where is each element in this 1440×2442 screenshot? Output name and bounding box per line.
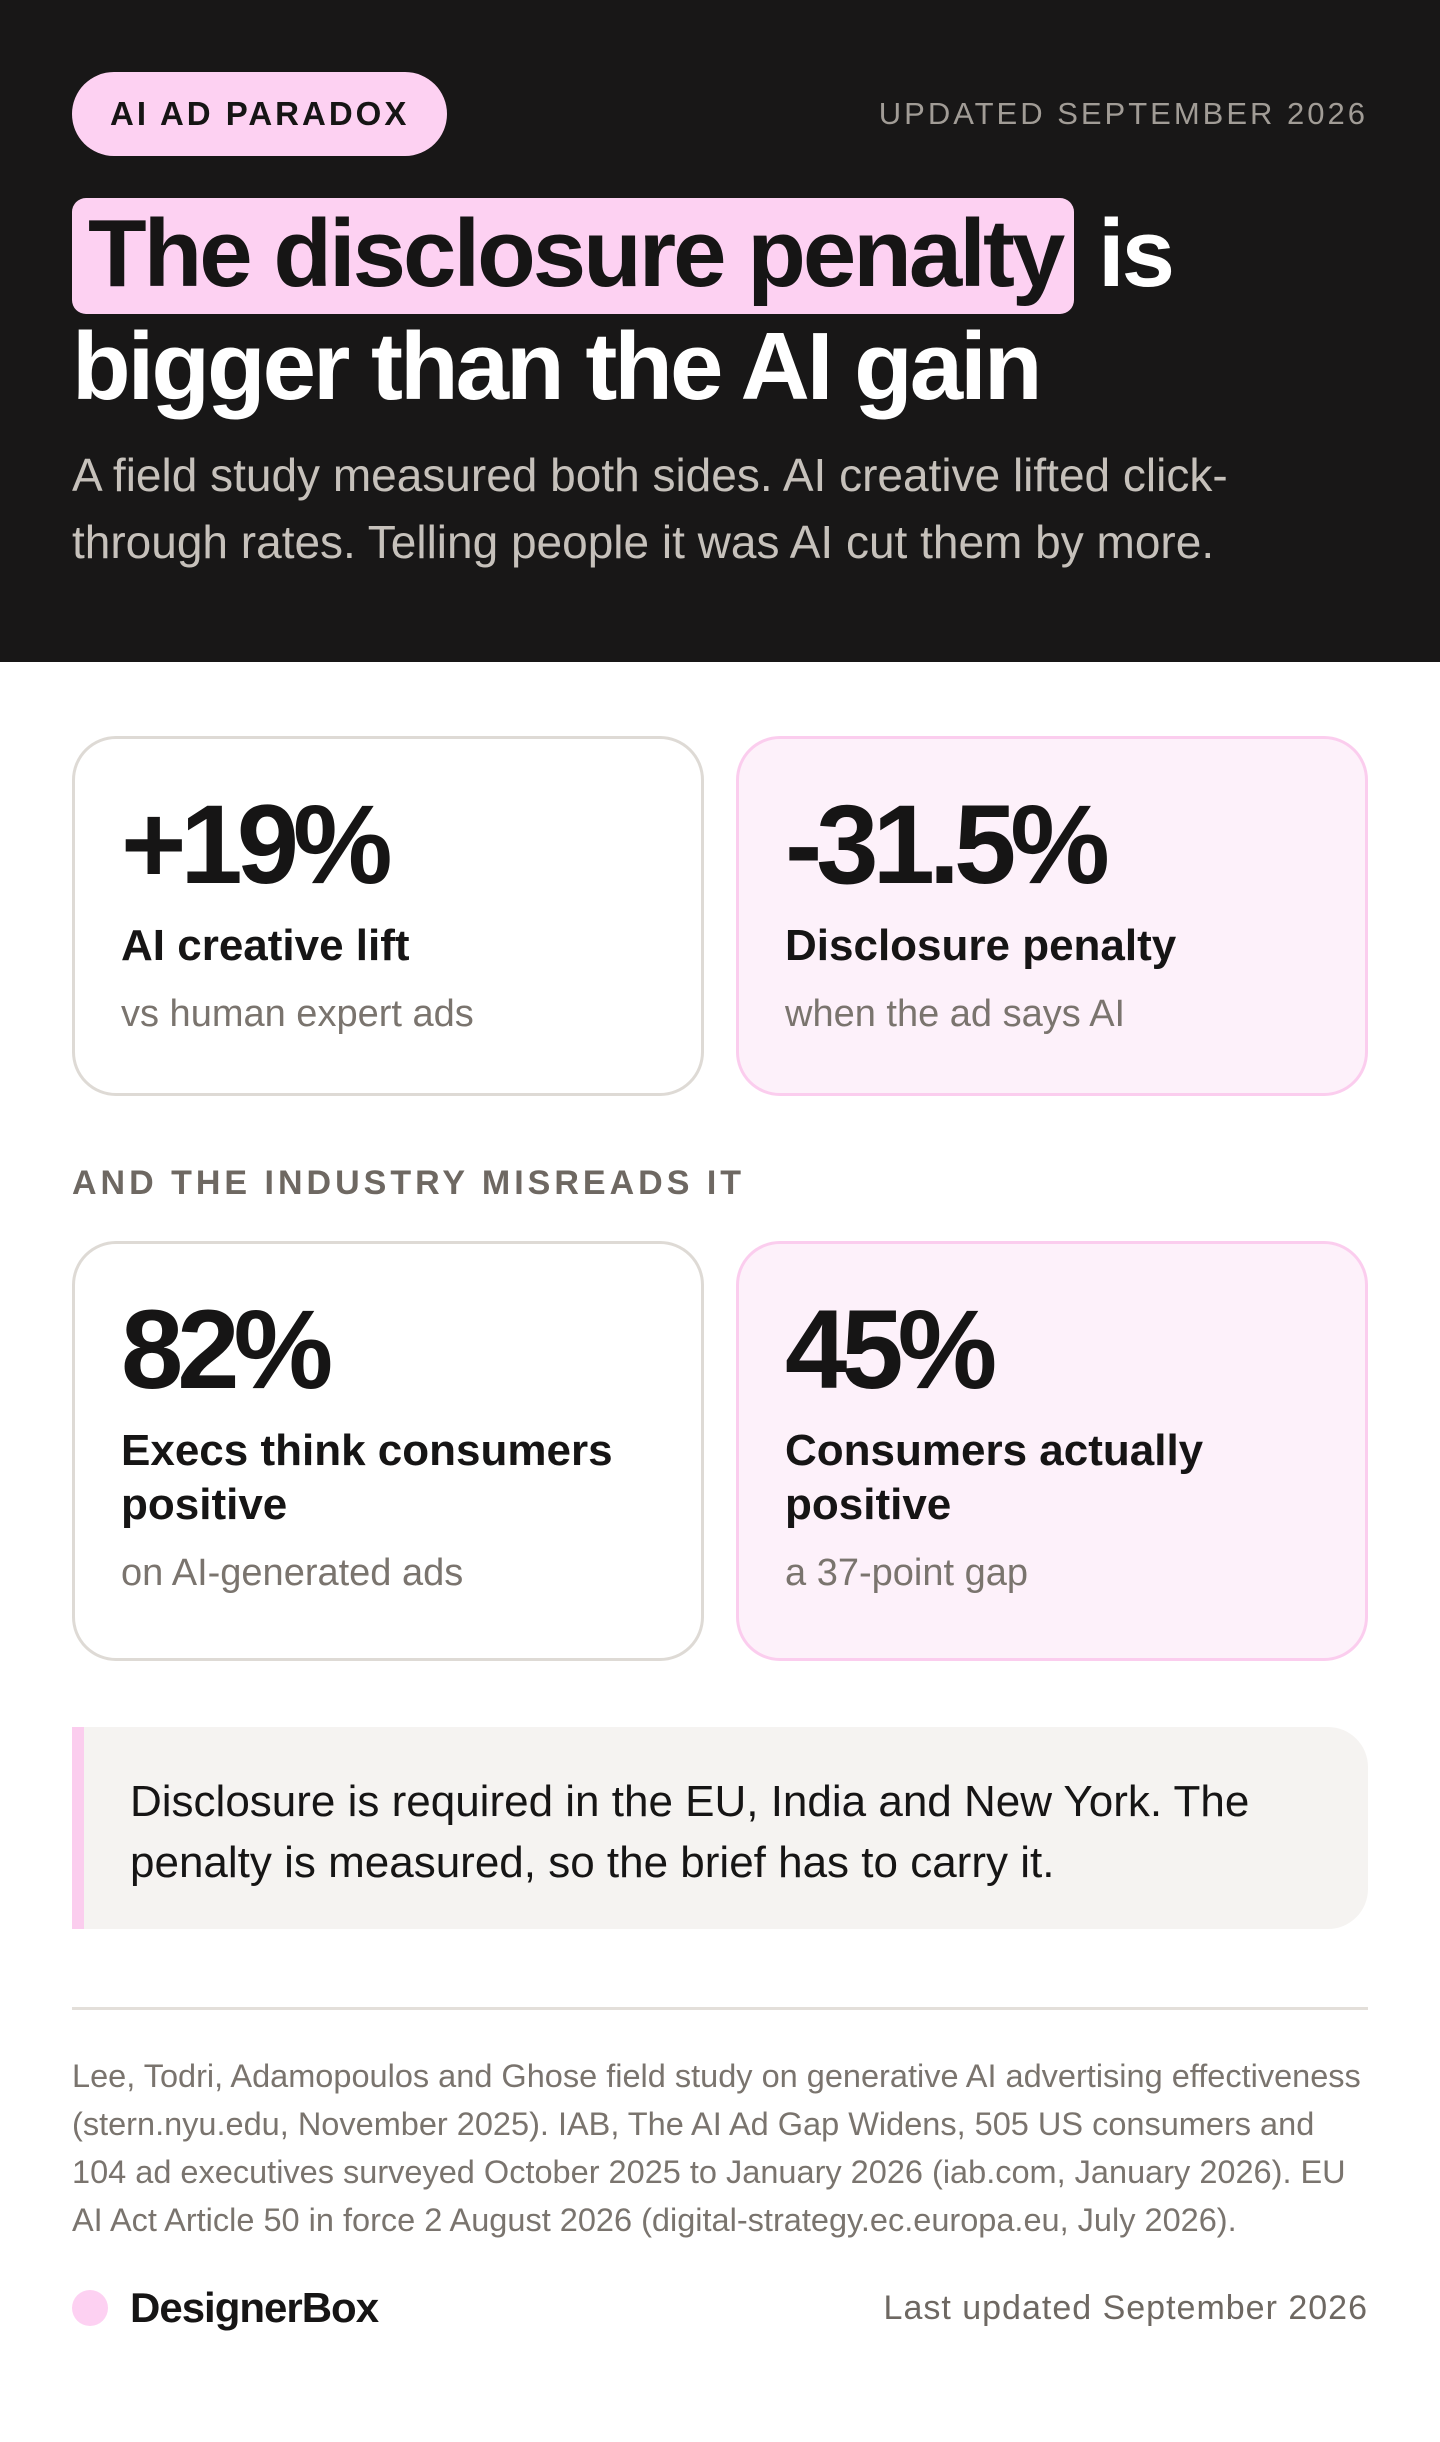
brand-dot-icon — [72, 2290, 108, 2326]
updated-date: UPDATED SEPTEMBER 2026 — [878, 96, 1368, 131]
footer-divider — [72, 2007, 1368, 2010]
brand-logo: DesignerBox — [72, 2284, 379, 2332]
stats-grid-bottom: 82% Execs think consumers positive on AI… — [0, 1241, 1440, 1661]
header-top-row: AI AD PARADOX UPDATED SEPTEMBER 2026 — [72, 72, 1368, 156]
footer: DesignerBox Last updated September 2026 — [72, 2284, 1368, 2332]
stat-value: 82% — [121, 1287, 333, 1412]
footer-updated: Last updated September 2026 — [883, 2288, 1368, 2327]
stat-label: Disclosure penalty — [785, 921, 1177, 970]
stat-value: -31.5% — [785, 782, 1110, 907]
headline-line-2: bigger than the AI gain — [72, 313, 1042, 420]
headline-highlight: The disclosure penalty — [72, 198, 1075, 314]
stat-card-consumers: 45% Consumers actually positive a 37-poi… — [736, 1241, 1368, 1661]
lede-text: A field study measured both sides. AI cr… — [72, 449, 1228, 568]
stat-value: 45% — [785, 1287, 997, 1412]
stat-card-disclosure-penalty: -31.5% Disclosure penalty when the ad sa… — [736, 736, 1368, 1096]
stat-label: Execs think consumers positive — [121, 1426, 613, 1529]
stat-label: Consumers actually positive — [785, 1426, 1204, 1529]
stat-label: AI creative lift — [121, 921, 410, 970]
stat-subtext: a 37-point gap — [785, 1552, 1028, 1594]
callout-note: Disclosure is required in the EU, India … — [72, 1727, 1368, 1929]
stat-value: +19% — [121, 782, 393, 907]
stat-card-execs: 82% Execs think consumers positive on AI… — [72, 1241, 704, 1661]
stats-grid-top: +19% AI creative lift vs human expert ad… — [0, 736, 1440, 1096]
brand-name: DesignerBox — [130, 2284, 379, 2331]
stat-subtext: on AI-generated ads — [121, 1552, 464, 1594]
stat-card-ai-lift: +19% AI creative lift vs human expert ad… — [72, 736, 704, 1096]
sources-text: Lee, Todri, Adamopoulos and Ghose field … — [72, 2058, 1361, 2238]
page-title: The disclosure penalty is bigger than th… — [72, 198, 1368, 420]
section-heading: AND THE INDUSTRY MISREADS IT — [72, 1164, 746, 1202]
hero-header: AI AD PARADOX UPDATED SEPTEMBER 2026 The… — [0, 0, 1440, 662]
topic-tag: AI AD PARADOX — [72, 72, 448, 156]
stat-subtext: vs human expert ads — [121, 993, 474, 1035]
stat-subtext: when the ad says AI — [785, 993, 1126, 1035]
headline-rest: is — [1074, 200, 1175, 307]
